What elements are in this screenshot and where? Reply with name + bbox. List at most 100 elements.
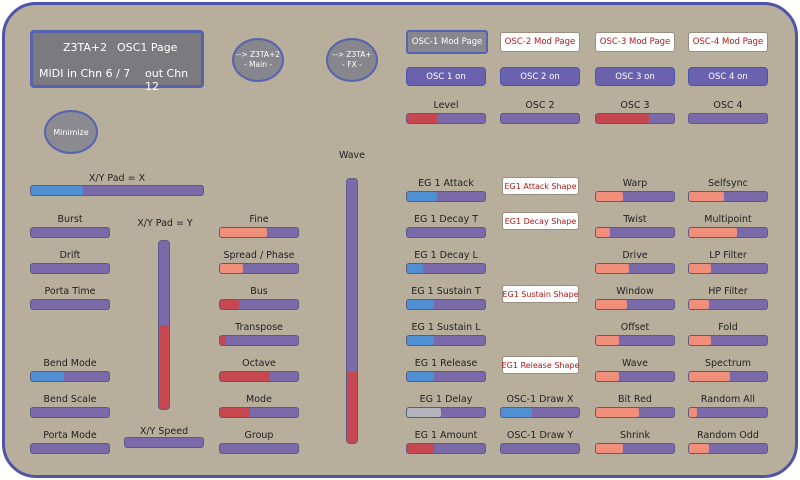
xy-y-slider-fill (159, 325, 169, 409)
osc-4-mod-page-button[interactable]: OSC-4 Mod Page (688, 32, 768, 52)
eg-1-sustain-l-label: EG 1 Sustain L (411, 322, 481, 333)
osc-1-draw-y-label: OSC-1 Draw Y (506, 430, 574, 441)
osc-3-slider-fill (596, 114, 650, 123)
bend-mode-slider[interactable] (30, 371, 110, 382)
bend-mode-slider-fill (31, 372, 64, 381)
fx-page-label: --> Z3TA+ (332, 50, 372, 59)
burst-label: Burst (57, 214, 83, 225)
burst-slider[interactable] (30, 227, 110, 238)
offset-label: Offset (620, 322, 650, 333)
osc-3-slider[interactable] (595, 113, 675, 124)
drift-label: Drift (59, 250, 81, 261)
level-label: Level (433, 100, 459, 111)
xy-speed-label: X/Y Speed (139, 426, 189, 437)
spectrum-label: Spectrum (704, 358, 752, 369)
osc-3-on-button[interactable]: OSC 3 on (595, 67, 675, 86)
xy-y-slider[interactable] (158, 240, 170, 410)
porta-mode-slider[interactable] (30, 443, 110, 454)
eg-1-amount-slider[interactable] (406, 443, 486, 454)
osc-4-on-button[interactable]: OSC 4 on (688, 67, 768, 86)
osc-4-slider[interactable] (688, 113, 768, 124)
mode-slider-fill (220, 408, 250, 417)
octave-slider[interactable] (219, 371, 299, 382)
eg-1-amount-label: EG 1 Amount (414, 430, 478, 441)
window-slider[interactable] (595, 299, 675, 310)
eg-1-sustain-t-slider[interactable] (406, 299, 486, 310)
window-slider-fill (596, 300, 628, 309)
wave-label: Wave (621, 358, 649, 369)
spectrum-slider[interactable] (688, 371, 768, 382)
hp-filter-slider[interactable] (688, 299, 768, 310)
osc-1-draw-y-slider[interactable] (500, 443, 580, 454)
fx-page-button[interactable]: --> Z3TA+ - FX - (326, 38, 378, 82)
transpose-slider[interactable] (219, 335, 299, 346)
osc-1-draw-x-label: OSC-1 Draw X (506, 394, 574, 405)
mode-slider[interactable] (219, 407, 299, 418)
wave-slider[interactable] (595, 371, 675, 382)
bus-slider[interactable] (219, 299, 299, 310)
eg-1-sustain-l-slider[interactable] (406, 335, 486, 346)
drive-slider[interactable] (595, 263, 675, 274)
osc-1-draw-x-slider-fill (501, 408, 533, 417)
display-midi-out: out Chn 12 (145, 67, 189, 93)
lp-filter-label: LP Filter (709, 250, 747, 261)
multipoint-slider[interactable] (688, 227, 768, 238)
fold-slider[interactable] (688, 335, 768, 346)
eg-1-sustain-t-label: EG 1 Sustain T (411, 286, 481, 297)
random-all-slider-fill (689, 408, 697, 417)
random-odd-slider-fill (689, 444, 710, 453)
eg-1-release-slider[interactable] (406, 371, 486, 382)
xy-speed-slider[interactable] (124, 437, 204, 448)
warp-slider[interactable] (595, 191, 675, 202)
random-all-slider[interactable] (688, 407, 768, 418)
eg1-release-shape-button[interactable]: EG1 Release Shape (502, 356, 579, 374)
xy-x-slider[interactable] (30, 185, 204, 196)
selfsync-slider[interactable] (688, 191, 768, 202)
eg1-sustain-shape-button[interactable]: EG1 Sustain Shape (502, 285, 579, 303)
osc-1-on-button[interactable]: OSC 1 on (406, 67, 486, 86)
eg-1-decay-t-slider[interactable] (406, 227, 486, 238)
osc-2-on-button[interactable]: OSC 2 on (500, 67, 580, 86)
eg-1-decay-l-slider-fill (407, 264, 423, 273)
bend-mode-label: Bend Mode (43, 358, 97, 369)
osc-2-mod-page-button[interactable]: OSC-2 Mod Page (500, 32, 580, 52)
porta-mode-label: Porta Mode (43, 430, 97, 441)
group-label: Group (244, 430, 274, 441)
fine-slider-fill (220, 228, 267, 237)
eg1-attack-shape-button[interactable]: EG1 Attack Shape (502, 177, 579, 195)
bend-scale-slider[interactable] (30, 407, 110, 418)
random-odd-slider[interactable] (688, 443, 768, 454)
eg-1-delay-slider-fill (407, 408, 442, 417)
osc-1-draw-x-slider[interactable] (500, 407, 580, 418)
eg-1-delay-slider[interactable] (406, 407, 486, 418)
eg-1-delay-label: EG 1 Delay (419, 394, 473, 405)
bus-label: Bus (250, 286, 268, 297)
mode-label: Mode (246, 394, 272, 405)
shrink-slider[interactable] (595, 443, 675, 454)
drive-label: Drive (622, 250, 648, 261)
eg1-decay-shape-button[interactable]: EG1 Decay Shape (502, 212, 579, 230)
selfsync-slider-fill (689, 192, 725, 201)
main-page-button[interactable]: --> Z3TA+2- Main - (232, 38, 284, 82)
wave-slider[interactable] (346, 178, 358, 444)
osc-3-mod-page-button[interactable]: OSC-3 Mod Page (595, 32, 675, 52)
drift-slider[interactable] (30, 263, 110, 274)
minimize-button[interactable]: Minimize (44, 110, 98, 154)
porta-time-slider[interactable] (30, 299, 110, 310)
osc-2-slider[interactable] (500, 113, 580, 124)
osc-1-mod-page-button[interactable]: OSC-1 Mod Page (406, 30, 488, 54)
level-slider[interactable] (406, 113, 486, 124)
fine-slider[interactable] (219, 227, 299, 238)
display-midi-in: MIDI in Chn 6 / 7 (39, 67, 131, 80)
eg-1-attack-slider[interactable] (406, 191, 486, 202)
eg-1-decay-l-slider[interactable] (406, 263, 486, 274)
spread-phase-slider[interactable] (219, 263, 299, 274)
lp-filter-slider[interactable] (688, 263, 768, 274)
bit-red-slider[interactable] (595, 407, 675, 418)
eg-1-release-label: EG 1 Release (414, 358, 478, 369)
random-all-label: Random All (700, 394, 756, 405)
bit-red-label: Bit Red (618, 394, 652, 405)
group-slider[interactable] (219, 443, 299, 454)
twist-slider[interactable] (595, 227, 675, 238)
offset-slider[interactable] (595, 335, 675, 346)
